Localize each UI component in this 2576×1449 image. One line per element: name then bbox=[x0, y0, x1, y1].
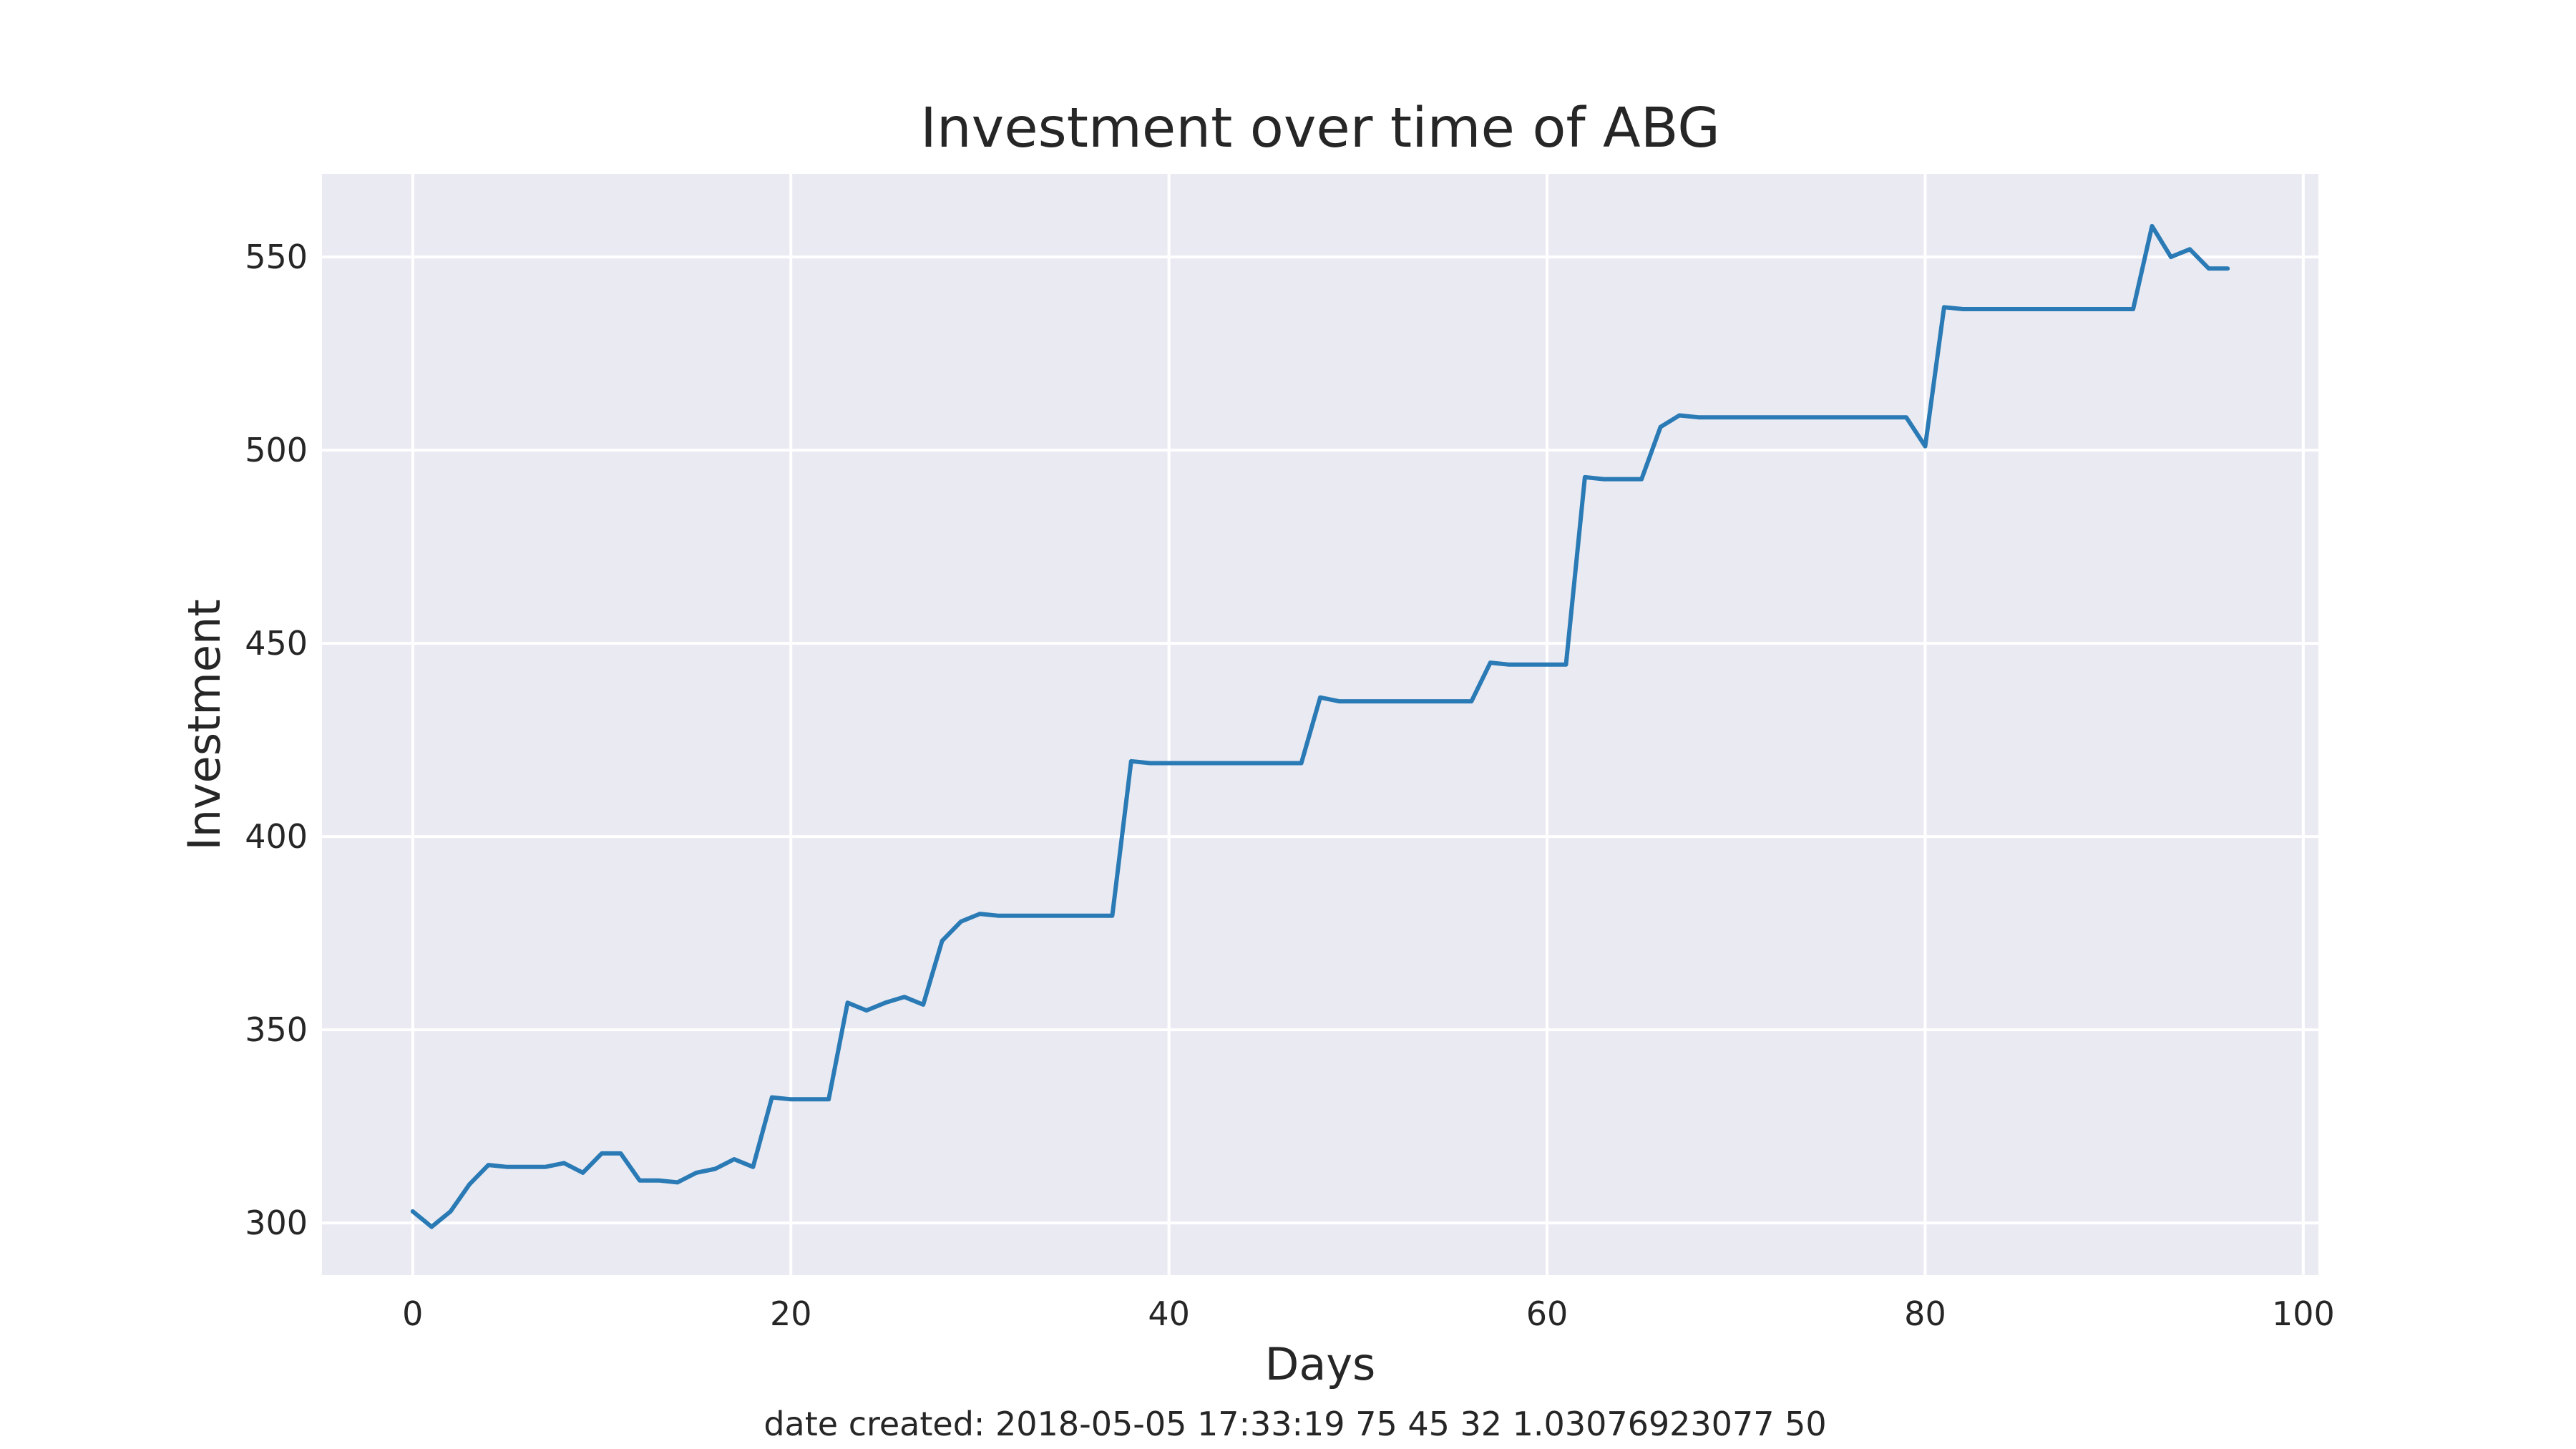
x-tick-label: 80 bbox=[1904, 1294, 1946, 1333]
y-tick-label: 350 bbox=[245, 1010, 308, 1049]
y-tick-label: 400 bbox=[245, 817, 308, 856]
plot-background bbox=[322, 174, 2318, 1275]
x-tick-label: 0 bbox=[402, 1294, 423, 1333]
tick-labels: 0 20 40 60 80 100 300 350 400 450 500 550 bbox=[245, 238, 2335, 1333]
y-tick-label: 500 bbox=[245, 431, 308, 469]
x-tick-label: 60 bbox=[1526, 1294, 1568, 1333]
grid bbox=[322, 174, 2318, 1275]
y-tick-label: 300 bbox=[245, 1204, 308, 1242]
x-axis-label: Days bbox=[1265, 1338, 1376, 1390]
x-tick-label: 40 bbox=[1148, 1294, 1190, 1333]
chart-title: Investment over time of ABG bbox=[920, 97, 1720, 160]
x-tick-label: 20 bbox=[770, 1294, 812, 1333]
y-axis-label: Investment bbox=[178, 599, 230, 850]
y-tick-label: 450 bbox=[245, 624, 308, 663]
series-line bbox=[410, 223, 2230, 1229]
y-tick-label: 550 bbox=[245, 238, 308, 276]
footer-text: date created: 2018-05-05 17:33:19 75 45 … bbox=[763, 1405, 1826, 1443]
x-tick-label: 100 bbox=[2272, 1294, 2335, 1333]
